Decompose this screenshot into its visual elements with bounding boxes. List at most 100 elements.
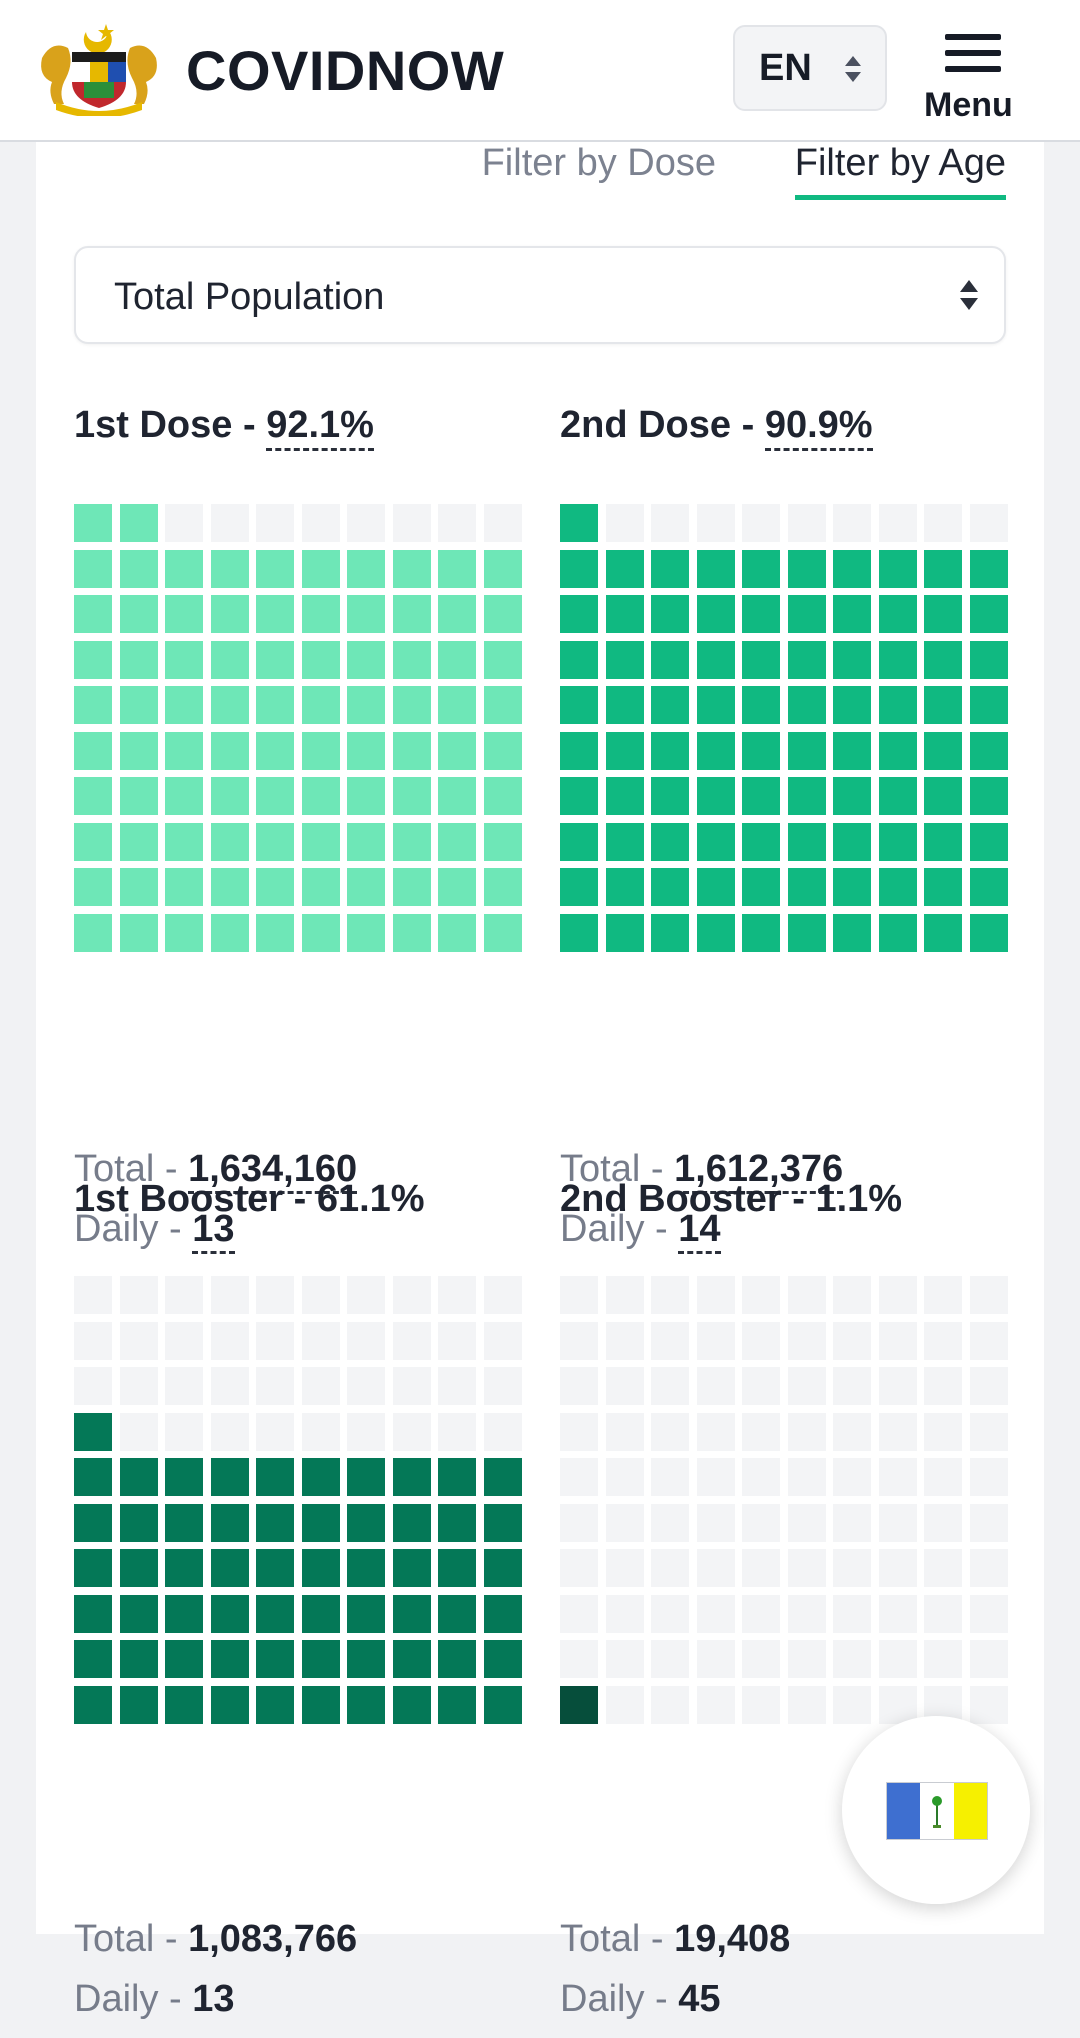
waffle-cell: [256, 686, 294, 724]
waffle-cell: [210, 1367, 249, 1405]
waffle-cell: [651, 595, 689, 633]
total-separator: -: [640, 1918, 675, 1960]
waffle-cell: [560, 686, 598, 724]
waffle-cell: [696, 595, 735, 633]
waffle-cell: [560, 640, 598, 679]
waffle-cell: [347, 1685, 385, 1724]
waffle-cell: [696, 777, 735, 815]
waffle-cell: [878, 1640, 917, 1678]
waffle-cell: [560, 504, 598, 542]
brand-name[interactable]: COVIDNOW: [186, 39, 505, 102]
waffle-cell: [165, 1276, 203, 1314]
waffle-cell: [696, 1640, 735, 1678]
panel-percentage[interactable]: 90.9%: [764, 404, 873, 451]
waffle-cell: [924, 640, 962, 679]
waffle-cell: [651, 1594, 689, 1633]
coat-of-arms-logo[interactable]: [34, 18, 164, 118]
waffle-cell: [742, 640, 780, 679]
waffle-cell: [119, 1412, 158, 1451]
waffle-cell: [696, 1321, 735, 1360]
waffle-cell: [969, 1276, 1008, 1314]
waffle-cell: [347, 1503, 385, 1542]
waffle-cell: [969, 822, 1008, 861]
waffle-cell: [210, 1549, 249, 1587]
total-value[interactable]: 1,612,376: [674, 1148, 844, 1194]
waffle-cell: [696, 1685, 735, 1724]
waffle-cell: [210, 868, 249, 906]
waffle-cell: [301, 868, 340, 906]
waffle-cell: [787, 777, 826, 815]
waffle-cell: [392, 686, 431, 724]
panel-percentage[interactable]: 92.1%: [266, 404, 374, 451]
waffle-cell: [833, 549, 871, 588]
waffle-cell: [833, 1549, 871, 1587]
waffle-cell: [483, 777, 522, 815]
waffle-cell: [696, 1367, 735, 1405]
waffle-cell: [878, 913, 917, 952]
waffle-cell: [438, 1594, 476, 1633]
waffle-cell: [165, 1503, 203, 1542]
waffle-cell: [165, 1412, 203, 1451]
tab-filter-by-age[interactable]: Filter by Age: [794, 142, 1006, 200]
waffle-cell: [924, 868, 962, 906]
waffle-cell: [210, 1503, 249, 1542]
waffle-cell: [605, 595, 644, 633]
waffle-cell: [651, 1503, 689, 1542]
waffle-cell: [651, 1685, 689, 1724]
waffle-cell: [924, 1412, 962, 1451]
waffle-cell: [301, 777, 340, 815]
menu-button[interactable]: Menu: [918, 24, 1028, 124]
waffle-cell: [483, 1276, 522, 1314]
waffle-cell: [392, 595, 431, 633]
tab-filter-by-dose[interactable]: Filter by Dose: [481, 142, 716, 184]
waffle-cell: [210, 822, 249, 861]
waffle-cell: [924, 1367, 962, 1405]
panel-stats: Total - 1,634,160 Daily - 13: [74, 1148, 524, 1268]
waffle-cell: [483, 686, 522, 724]
waffle-cell: [256, 913, 294, 952]
waffle-cell: [210, 731, 249, 770]
daily-value[interactable]: 13: [192, 1208, 235, 1254]
waffle-cell: [742, 1321, 780, 1360]
daily-separator: -: [158, 1208, 193, 1250]
waffle-cell: [878, 1458, 917, 1496]
waffle-cell: [742, 1412, 780, 1451]
panel-title-separator: -: [781, 1178, 816, 1220]
panel-title-label: 1st Dose: [74, 404, 233, 446]
panel-stats: Total - 1,612,376 Daily - 14: [560, 1148, 1010, 1268]
total-value[interactable]: 1,634,160: [188, 1148, 358, 1194]
waffle-cell: [119, 595, 158, 633]
waffle-cell: [924, 731, 962, 770]
waffle-cell: [560, 1549, 598, 1587]
waffle-cell: [924, 549, 962, 588]
state-selector-button[interactable]: [842, 1716, 1030, 1904]
waffle-cell: [256, 1458, 294, 1496]
waffle-cell: [969, 595, 1008, 633]
waffle-cell: [165, 1367, 203, 1405]
waffle-cell: [878, 1412, 917, 1451]
population-select[interactable]: Total Population: [74, 246, 1006, 344]
waffle-cell: [301, 1321, 340, 1360]
waffle-cell: [210, 913, 249, 952]
waffle-cell: [119, 1367, 158, 1405]
waffle-cell: [165, 686, 203, 724]
daily-value[interactable]: 14: [678, 1208, 721, 1254]
panel-percentage: 1.1%: [815, 1178, 903, 1220]
waffle-cell: [833, 822, 871, 861]
waffle-cell: [74, 686, 112, 724]
waffle-chart: [74, 504, 524, 954]
language-select[interactable]: EN: [733, 25, 887, 111]
waffle-cell: [438, 913, 476, 952]
waffle-cell: [560, 822, 598, 861]
waffle-cell: [392, 731, 431, 770]
waffle-cell: [301, 822, 340, 861]
waffle-cell: [878, 640, 917, 679]
waffle-cell: [924, 913, 962, 952]
waffle-cell: [742, 731, 780, 770]
waffle-cell: [301, 1640, 340, 1678]
waffle-cell: [696, 549, 735, 588]
waffle-cell: [878, 595, 917, 633]
waffle-cell: [438, 1685, 476, 1724]
waffle-cell: [119, 868, 158, 906]
waffle-cell: [438, 731, 476, 770]
